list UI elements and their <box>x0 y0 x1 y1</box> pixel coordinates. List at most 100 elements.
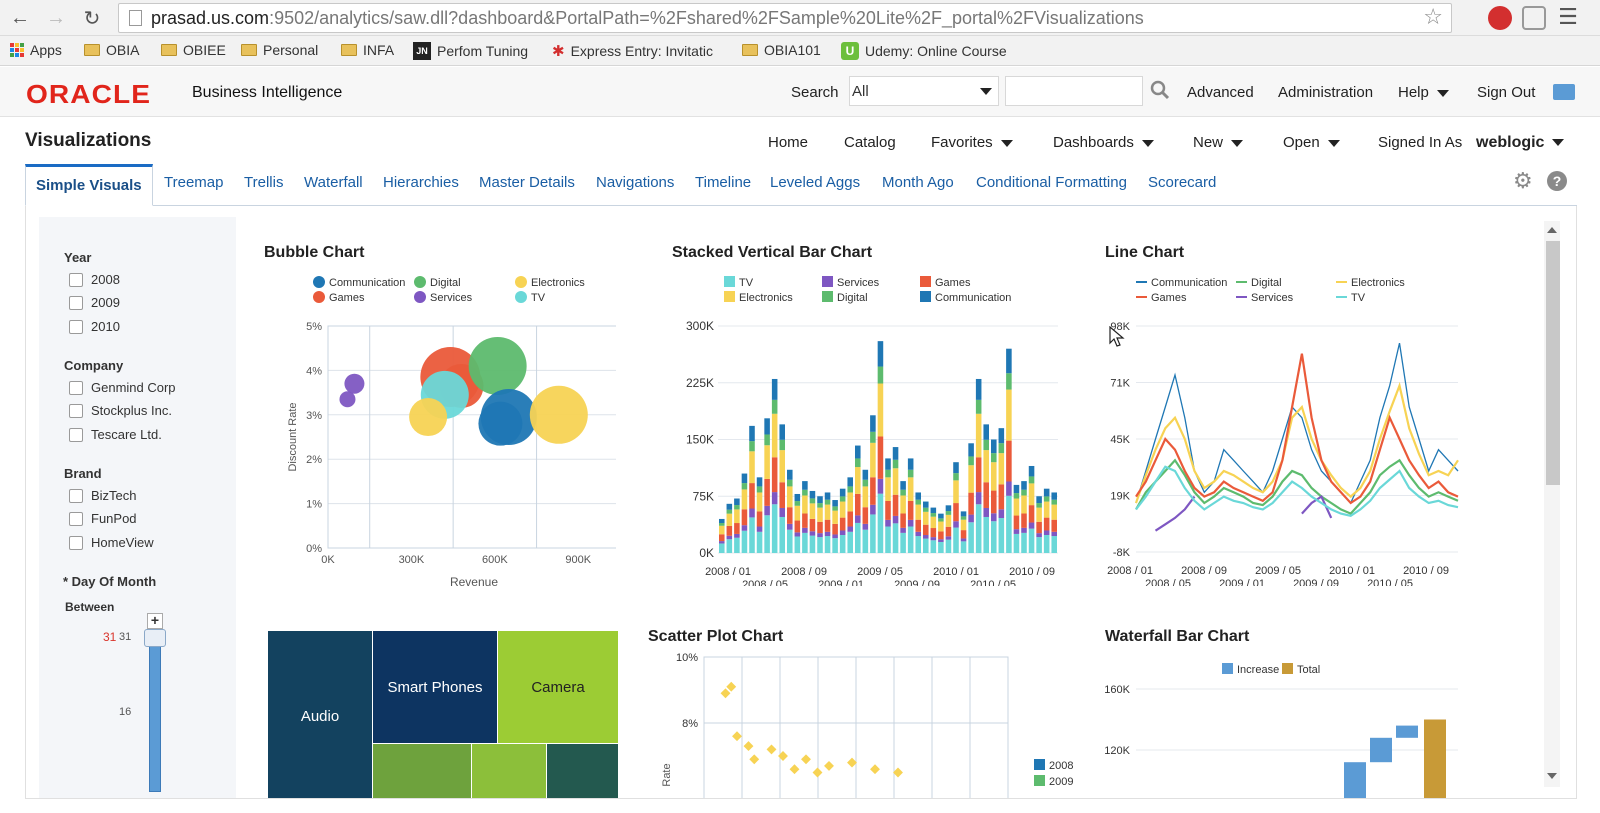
reload-icon[interactable]: ↻ <box>83 7 101 30</box>
checkbox[interactable] <box>69 319 83 334</box>
filter-brand-homeview[interactable]: HomeView <box>69 535 154 550</box>
tab-simple-visuals[interactable]: Simple Visuals <box>25 164 153 206</box>
bar-segment <box>1036 521 1042 534</box>
treemap-cell[interactable]: Audio <box>268 631 372 798</box>
scroll-up-icon[interactable] <box>1547 227 1557 233</box>
vertical-scrollbar[interactable] <box>1544 221 1560 787</box>
sign-out-link[interactable]: Sign Out <box>1477 84 1536 101</box>
checkbox[interactable] <box>69 295 83 310</box>
tab-hierarchies[interactable]: Hierarchies <box>383 174 459 191</box>
search-input[interactable] <box>1005 76 1143 106</box>
bar-segment <box>945 539 952 553</box>
search-scope-select[interactable]: All <box>849 76 999 106</box>
tab-master-details[interactable]: Master Details <box>479 174 575 191</box>
extension-icon[interactable] <box>1522 6 1546 30</box>
menu-icon[interactable]: ☰ <box>1558 4 1578 29</box>
advanced-link[interactable]: Advanced <box>1187 84 1254 101</box>
checkbox[interactable] <box>69 511 83 526</box>
help-icon[interactable]: ? <box>1547 171 1567 191</box>
filter-company-stockplus[interactable]: Stockplus Inc. <box>69 403 172 418</box>
menu-dashboards[interactable]: Dashboards <box>1053 134 1154 151</box>
bookmark-apps[interactable]: Apps <box>10 42 62 58</box>
page-icon <box>129 10 142 26</box>
bookmark-perfom-tuning[interactable]: JN Perfom Tuning <box>413 42 528 60</box>
tab-navigations[interactable]: Navigations <box>596 174 675 191</box>
tab-trellis[interactable]: Trellis <box>244 174 284 191</box>
y-tick-label: 160K <box>1104 684 1130 696</box>
checkbox[interactable] <box>69 488 83 503</box>
treemap-label: Audio <box>300 707 340 725</box>
treemap-cell[interactable] <box>472 744 546 798</box>
checkbox[interactable] <box>69 272 83 287</box>
bookmark-obia101[interactable]: OBIA101 <box>742 42 821 58</box>
filter-brand-funpod[interactable]: FunPod <box>69 511 137 526</box>
bookmark-star-icon[interactable]: ☆ <box>1423 4 1443 29</box>
bookmark-udemy[interactable]: U Udemy: Online Course <box>841 42 1007 60</box>
legend-marker <box>822 291 833 302</box>
bookmark-obiee[interactable]: OBIEE <box>161 42 226 58</box>
bookmark-infa[interactable]: INFA <box>341 42 394 58</box>
scrollbar-thumb[interactable] <box>1546 241 1560 485</box>
chevron-down-icon <box>1552 139 1565 147</box>
checkbox[interactable] <box>69 427 83 442</box>
address-bar[interactable]: prasad.us.com:9502/analytics/saw.dll?das… <box>118 3 1452 33</box>
bookmark-obia[interactable]: OBIA <box>84 42 139 58</box>
bar-segment <box>771 413 778 458</box>
bookmark-express-entry[interactable]: ✱ Express Entry: Invitatic <box>552 42 713 60</box>
tab-leveled-aggs[interactable]: Leveled Aggs <box>770 174 861 191</box>
menu-catalog[interactable]: Catalog <box>844 134 896 151</box>
filter-year-2010[interactable]: 2010 <box>69 319 120 334</box>
help-menu[interactable]: Help <box>1398 84 1449 101</box>
slider-plus-button[interactable]: + <box>147 613 163 629</box>
bar-segment <box>847 526 853 532</box>
y-tick-label: 75K <box>693 489 714 503</box>
tab-scorecard[interactable]: Scorecard <box>1148 174 1217 191</box>
filter-year-2009[interactable]: 2009 <box>69 295 120 310</box>
menu-favorites[interactable]: Favorites <box>931 134 1013 151</box>
tab-conditional-formatting[interactable]: Conditional Formatting <box>976 174 1127 191</box>
back-icon[interactable]: ← <box>10 6 30 29</box>
filter-company-tescare[interactable]: Tescare Ltd. <box>69 427 162 442</box>
slider-handle[interactable] <box>144 629 166 647</box>
bar-segment <box>764 515 770 553</box>
checkbox[interactable] <box>69 535 83 550</box>
treemap-cell[interactable] <box>373 744 471 798</box>
day-range-slider[interactable] <box>149 632 161 792</box>
waterfall-chart-title: Waterfall Bar Chart <box>1105 628 1250 645</box>
tab-timeline[interactable]: Timeline <box>695 174 752 191</box>
menu-open[interactable]: Open <box>1283 134 1340 151</box>
bar-segment <box>870 415 876 432</box>
filter-year-2008[interactable]: 2008 <box>69 272 120 287</box>
checkbox[interactable] <box>69 380 83 395</box>
search-icon[interactable] <box>1150 80 1170 100</box>
browser-toolbar: ← → ↻ prasad.us.com:9502/analytics/saw.d… <box>0 0 1600 36</box>
treemap-cell[interactable] <box>547 744 618 798</box>
menu-home[interactable]: Home <box>768 134 809 151</box>
bookmark-personal[interactable]: Personal <box>241 42 318 58</box>
tab-waterfall[interactable]: Waterfall <box>304 174 363 191</box>
apps-icon[interactable] <box>1553 84 1575 100</box>
administration-link[interactable]: Administration <box>1278 84 1374 101</box>
menu-new[interactable]: New <box>1193 134 1244 151</box>
filter-company-genmind[interactable]: Genmind Corp <box>69 380 176 395</box>
user-menu[interactable]: weblogic <box>1476 134 1565 152</box>
checkbox[interactable] <box>69 403 83 418</box>
bubble-chart-title: Bubble Chart <box>264 244 365 261</box>
bar-segment <box>824 536 831 553</box>
treemap-cell[interactable]: Camera <box>498 631 618 743</box>
bar-segment <box>847 492 853 512</box>
gear-icon[interactable]: ⚙ <box>1513 168 1533 193</box>
scroll-down-icon[interactable] <box>1547 773 1557 779</box>
bar-segment <box>832 534 838 539</box>
filter-brand-biztech[interactable]: BizTech <box>69 488 137 503</box>
treemap-cell[interactable]: Smart Phones <box>373 631 497 743</box>
extension-icon[interactable] <box>1488 6 1512 30</box>
line-chart: Communication Digital Electronics Games Serv… <box>1107 277 1459 586</box>
x-tick-label: 2010 / 09 <box>1403 565 1449 577</box>
bar-segment <box>915 536 921 553</box>
forward-icon[interactable]: → <box>46 6 66 29</box>
tab-month-ago[interactable]: Month Ago <box>882 174 954 191</box>
tab-treemap[interactable]: Treemap <box>164 174 224 191</box>
legend-marker <box>313 276 325 288</box>
bar-segment <box>847 477 853 487</box>
